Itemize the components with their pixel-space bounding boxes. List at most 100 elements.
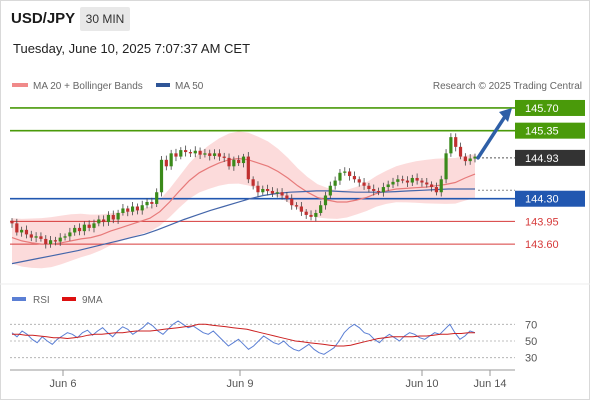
- candle-body-61: [304, 211, 308, 215]
- level-box-1: [515, 122, 585, 139]
- candle-body-47: [237, 159, 241, 164]
- candle-body-56: [280, 192, 284, 196]
- candle-body-77: [381, 187, 385, 193]
- candle-body-22: [116, 212, 120, 220]
- candle-body-8: [48, 240, 53, 245]
- candle-body-78: [386, 184, 390, 188]
- candle-body-23: [121, 208, 125, 213]
- credit-text: Research © 2025 Trading Central: [433, 81, 582, 92]
- candle-body-40: [203, 153, 207, 155]
- candle-body-82: [405, 180, 410, 183]
- candle-body-70: [348, 171, 352, 177]
- candle-body-3: [24, 229, 29, 235]
- rsi-tick-0: 70: [525, 319, 537, 331]
- candle-body-92: [454, 137, 458, 147]
- candle-body-51: [256, 185, 260, 193]
- candle-body-5: [34, 236, 38, 238]
- candle-body-66: [328, 185, 332, 196]
- ma50-legend-label: MA 50: [175, 81, 204, 92]
- candle-body-48: [241, 156, 246, 164]
- candle-body-6: [39, 236, 43, 239]
- bollinger-band-area: [12, 131, 475, 269]
- candle-body-33: [169, 153, 173, 167]
- candle-body-89: [439, 179, 443, 193]
- candle-body-84: [415, 177, 419, 181]
- candle-body-50: [251, 179, 255, 186]
- candle-body-0: [10, 220, 14, 224]
- candle-body-19: [102, 219, 106, 223]
- candle-body-36: [184, 150, 188, 153]
- candle-body-46: [232, 159, 236, 167]
- candle-body-58: [290, 198, 294, 206]
- x-label-2: Jun 10: [405, 378, 438, 390]
- candle-body-60: [299, 206, 303, 212]
- candle-body-25: [130, 206, 135, 212]
- candle-body-14: [77, 227, 82, 232]
- candle-body-85: [420, 180, 424, 183]
- candle-body-76: [376, 190, 381, 193]
- candle-body-26: [135, 206, 139, 211]
- interval-button[interactable]: 30 MIN: [80, 7, 130, 31]
- candle-body-15: [82, 224, 86, 232]
- candle-body-75: [372, 189, 376, 191]
- candle-body-20: [106, 214, 111, 223]
- rsi-line: [11, 320, 476, 355]
- candle-body-67: [333, 180, 337, 186]
- candle-body-37: [188, 152, 193, 154]
- candle-body-32: [164, 159, 168, 167]
- level-labels: 145.70 145.35 144.93 144.30 143.95 143.60: [515, 99, 585, 251]
- candle-body-41: [208, 153, 212, 156]
- rsi-legend-swatch: [12, 297, 26, 301]
- candle-body-13: [73, 227, 77, 233]
- level-label-0: 145.70: [525, 103, 559, 115]
- candle-body-81: [401, 179, 405, 181]
- timestamp: Tuesday, June 10, 2025 7:07:37 AM CET: [13, 41, 251, 56]
- candle-body-17: [92, 223, 96, 228]
- candle-body-52: [261, 189, 265, 193]
- candle-body-59: [294, 205, 299, 207]
- candle-body-30: [155, 192, 159, 204]
- candle-body-27: [140, 205, 144, 211]
- candle-body-57: [285, 195, 289, 199]
- candle-body-91: [449, 137, 453, 154]
- candle-body-74: [367, 185, 371, 189]
- candle-body-88: [434, 187, 439, 193]
- candle-body-10: [58, 237, 62, 242]
- candle-body-2: [20, 229, 24, 233]
- candle-body-95: [468, 158, 472, 162]
- candle-body-43: [217, 153, 221, 157]
- candle-body-55: [275, 192, 279, 194]
- candle-body-1: [15, 223, 19, 233]
- candle-body-72: [357, 179, 361, 183]
- projection-arrow-head: [499, 107, 512, 122]
- candle-body-11: [63, 236, 67, 238]
- candle-body-87: [429, 184, 434, 188]
- rsi-tick-1: 50: [525, 336, 537, 348]
- candle-body-53: [266, 189, 270, 191]
- x-axis: Jun 6 Jun 9 Jun 10 Jun 14: [50, 370, 507, 390]
- candle-body-39: [198, 150, 202, 155]
- candle-body-94: [463, 156, 467, 162]
- candle-body-28: [145, 201, 149, 206]
- rsi-pane: 70 50 30: [10, 319, 537, 365]
- x-label-0: Jun 6: [50, 378, 77, 390]
- candle-body-86: [425, 182, 429, 185]
- symbol-title: USD/JPY: [11, 10, 76, 27]
- candle-body-63: [314, 212, 318, 217]
- projection-arrow: [476, 113, 508, 160]
- candle-body-71: [352, 176, 357, 180]
- candle-body-21: [111, 214, 115, 220]
- candle-body-83: [410, 177, 414, 183]
- level-box-0: [515, 99, 585, 116]
- candle-body-7: [44, 238, 48, 245]
- candles: [10, 133, 477, 249]
- ma20-legend-swatch: [12, 83, 28, 87]
- level-box-3: [515, 190, 585, 207]
- candle-body-34: [174, 153, 178, 157]
- candle-body-24: [126, 208, 130, 212]
- bollinger-band: [12, 131, 475, 269]
- level-label-1: 145.35: [525, 126, 559, 138]
- x-label-3: Jun 14: [473, 378, 506, 390]
- candle-body-12: [68, 232, 72, 237]
